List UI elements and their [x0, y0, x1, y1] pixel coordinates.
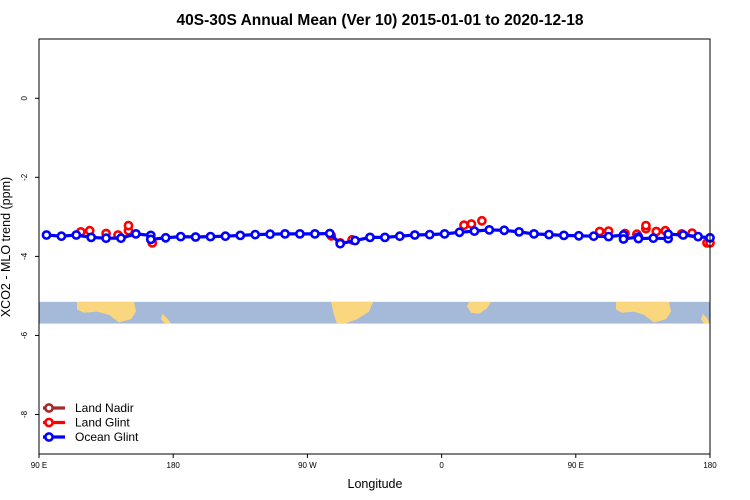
legend-swatch-marker	[44, 403, 54, 413]
y-axis: 0 -2 -4 -6 -8	[20, 96, 39, 418]
legend-item: Land Nadir	[43, 401, 134, 415]
data-point	[235, 230, 246, 241]
legend-label: Land Glint	[75, 416, 130, 430]
data-point	[145, 234, 156, 245]
series-land-glint	[75, 215, 715, 248]
data-point	[71, 230, 82, 240]
x-tick-label: 180	[703, 461, 717, 470]
data-point	[648, 233, 659, 244]
data-point	[641, 220, 651, 231]
data-point	[618, 234, 629, 244]
x-tick-label: 0	[439, 461, 444, 470]
data-point	[476, 215, 487, 226]
data-point	[265, 229, 275, 240]
plot-frame	[38, 38, 711, 455]
data-point	[693, 231, 703, 242]
data-point	[220, 231, 231, 242]
legend-swatch-marker	[44, 417, 54, 428]
chart-title: 40S-30S Annual Mean (Ver 10) 2015-01-01 …	[177, 12, 584, 29]
x-tick-label: 90 W	[298, 461, 317, 470]
legend-label: Land Nadir	[75, 401, 134, 415]
south-america-shape	[331, 301, 373, 324]
x-axis-label: Longitude	[348, 477, 403, 491]
australia-repeat-shape	[616, 301, 671, 323]
map-strip	[39, 301, 710, 324]
data-point	[633, 233, 644, 244]
data-point	[280, 228, 290, 239]
data-point	[324, 228, 335, 239]
africa-shape	[467, 301, 491, 314]
data-point	[573, 230, 584, 241]
data-point	[86, 232, 97, 243]
data-point	[294, 228, 305, 239]
y-tick-label: -4	[20, 252, 29, 260]
x-tick-label: 180	[167, 461, 181, 470]
y-axis-label: XCO2 - MLO trend (ppm)	[0, 177, 13, 317]
data-point	[335, 238, 346, 249]
data-point	[309, 228, 320, 239]
y-tick-label: -2	[20, 173, 29, 181]
data-point	[205, 231, 216, 242]
data-point	[439, 228, 450, 239]
data-point	[678, 230, 689, 240]
data-point	[250, 229, 261, 240]
data-point	[130, 228, 141, 239]
y-tick-label: 0	[20, 96, 29, 101]
y-tick-label: -8	[20, 410, 29, 418]
australia-shape	[77, 301, 136, 323]
data-point	[588, 231, 599, 242]
data-point	[544, 229, 554, 240]
data-point	[123, 220, 134, 231]
legend-swatch-marker	[44, 432, 54, 442]
data-point	[484, 224, 495, 235]
data-point	[529, 228, 539, 239]
x-tick-label: 90 E	[568, 461, 584, 470]
data-point	[101, 233, 111, 244]
data-point	[160, 232, 171, 243]
data-point	[499, 225, 510, 236]
series-ocean-glint	[41, 224, 715, 249]
map-ocean-band	[39, 301, 710, 324]
data-point	[116, 233, 126, 244]
data-point	[559, 230, 569, 241]
data-point	[514, 226, 524, 237]
data-point	[365, 232, 375, 243]
y-tick-label: -6	[20, 331, 29, 339]
data-point	[469, 226, 480, 236]
data-point	[175, 231, 186, 242]
data-point	[56, 231, 67, 242]
data-point	[190, 232, 201, 242]
data-point	[394, 231, 405, 242]
data-point	[41, 230, 52, 240]
x-tick-label: 90 E	[31, 461, 47, 470]
new-zealand-shape	[161, 313, 171, 324]
data-point	[663, 229, 674, 240]
data-point	[409, 230, 420, 240]
legend-item: Land Glint	[43, 416, 130, 430]
data-point	[424, 229, 435, 240]
data-point	[350, 235, 360, 246]
x-axis: 90 E 180 90 W 0 90 E 180	[31, 454, 717, 470]
legend-label: Ocean Glint	[75, 430, 139, 444]
data-point	[454, 227, 465, 238]
data-point	[459, 220, 469, 231]
legend-item: Ocean Glint	[43, 430, 139, 444]
series-layer	[41, 215, 715, 249]
data-point	[379, 232, 390, 243]
data-point	[603, 231, 614, 242]
new-zealand-repeat-shape	[701, 313, 710, 324]
